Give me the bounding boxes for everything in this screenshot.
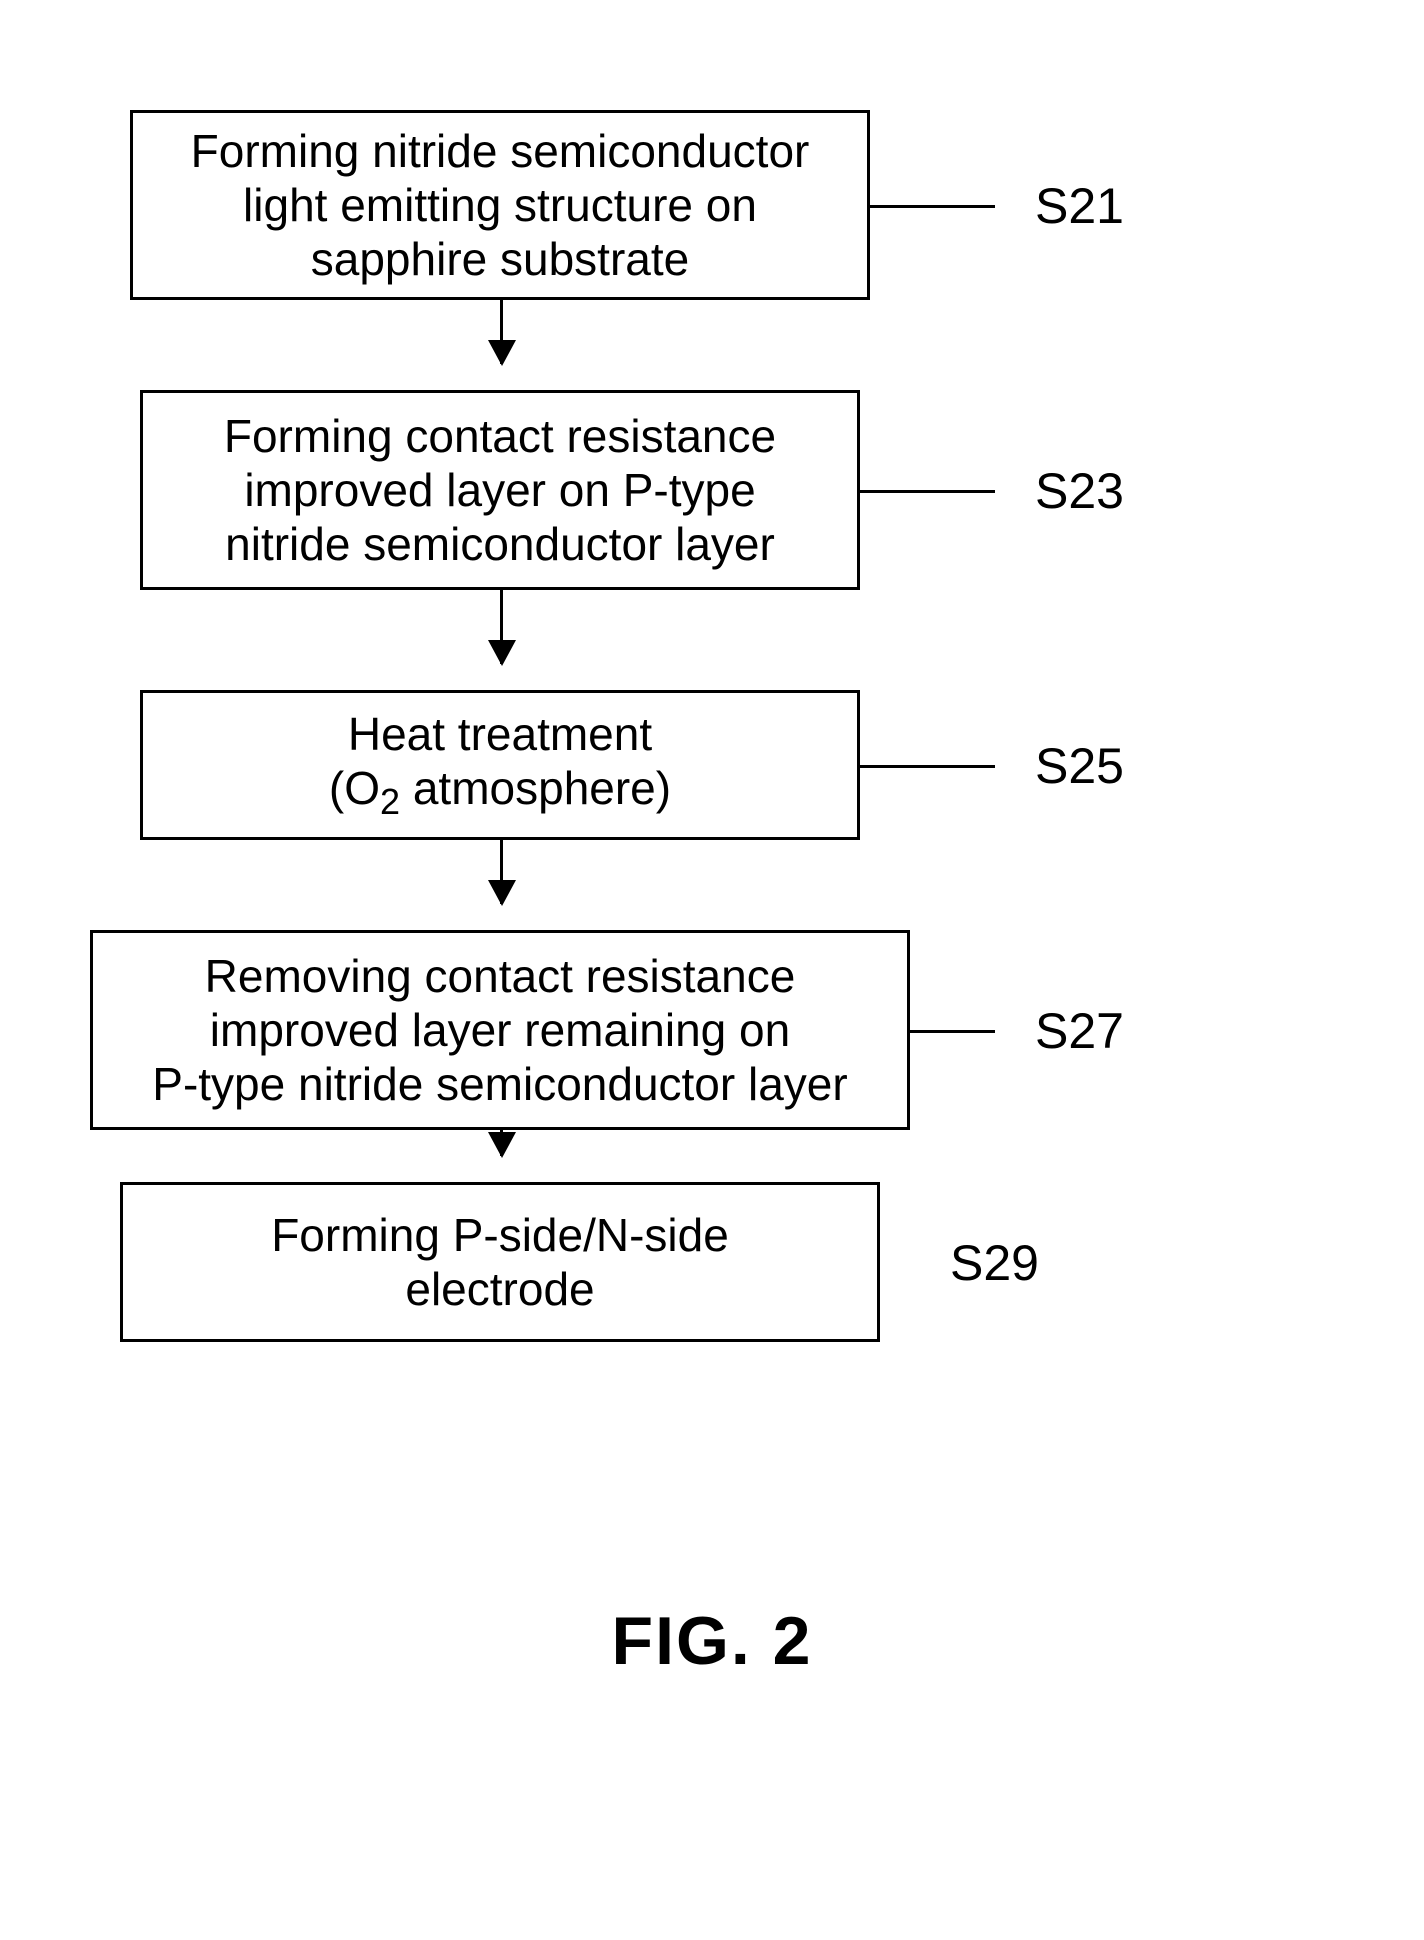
step-row-s29: Forming P-side/N-side electrode S29	[130, 1182, 1290, 1342]
step-label-s25: S25	[1035, 737, 1124, 795]
step-box-s29: Forming P-side/N-side electrode	[120, 1182, 880, 1342]
connector-line	[860, 765, 995, 768]
arrow-wrap	[130, 590, 1290, 690]
connector-line	[910, 1030, 995, 1033]
step-label-s29: S29	[950, 1234, 1039, 1292]
step-box-s21: Forming nitride semiconductor light emit…	[130, 110, 870, 300]
connector-line	[860, 490, 995, 493]
step-label-s21: S21	[1035, 177, 1124, 235]
step-row-s25: Heat treatment (O2 atmosphere) S25	[130, 690, 1290, 840]
arrow-wrap	[130, 1130, 1290, 1182]
arrow-down-icon	[500, 840, 503, 904]
step-box-s25: Heat treatment (O2 atmosphere)	[140, 690, 860, 840]
step-label-s23: S23	[1035, 462, 1124, 520]
step-row-s21: Forming nitride semiconductor light emit…	[130, 110, 1290, 300]
step-text: Forming nitride semiconductor light emit…	[191, 124, 810, 287]
figure-caption: FIG. 2	[0, 1602, 1424, 1680]
step-row-s27: Removing contact resistance improved lay…	[130, 930, 1290, 1130]
step-box-s23: Forming contact resistance improved laye…	[140, 390, 860, 590]
arrow-down-icon	[500, 590, 503, 664]
step-text: Removing contact resistance improved lay…	[152, 949, 847, 1112]
connector-line	[870, 205, 995, 208]
step-text: Forming contact resistance improved laye…	[224, 409, 776, 572]
arrow-wrap	[130, 840, 1290, 930]
arrow-down-icon	[500, 1130, 503, 1156]
step-label-s27: S27	[1035, 1002, 1124, 1060]
step-text: Forming P-side/N-side electrode	[271, 1208, 729, 1317]
arrow-down-icon	[500, 300, 503, 364]
flowchart-container: Forming nitride semiconductor light emit…	[130, 110, 1290, 1342]
step-box-s27: Removing contact resistance improved lay…	[90, 930, 910, 1130]
step-text: Heat treatment (O2 atmosphere)	[329, 707, 671, 824]
step-row-s23: Forming contact resistance improved laye…	[130, 390, 1290, 590]
arrow-wrap	[130, 300, 1290, 390]
